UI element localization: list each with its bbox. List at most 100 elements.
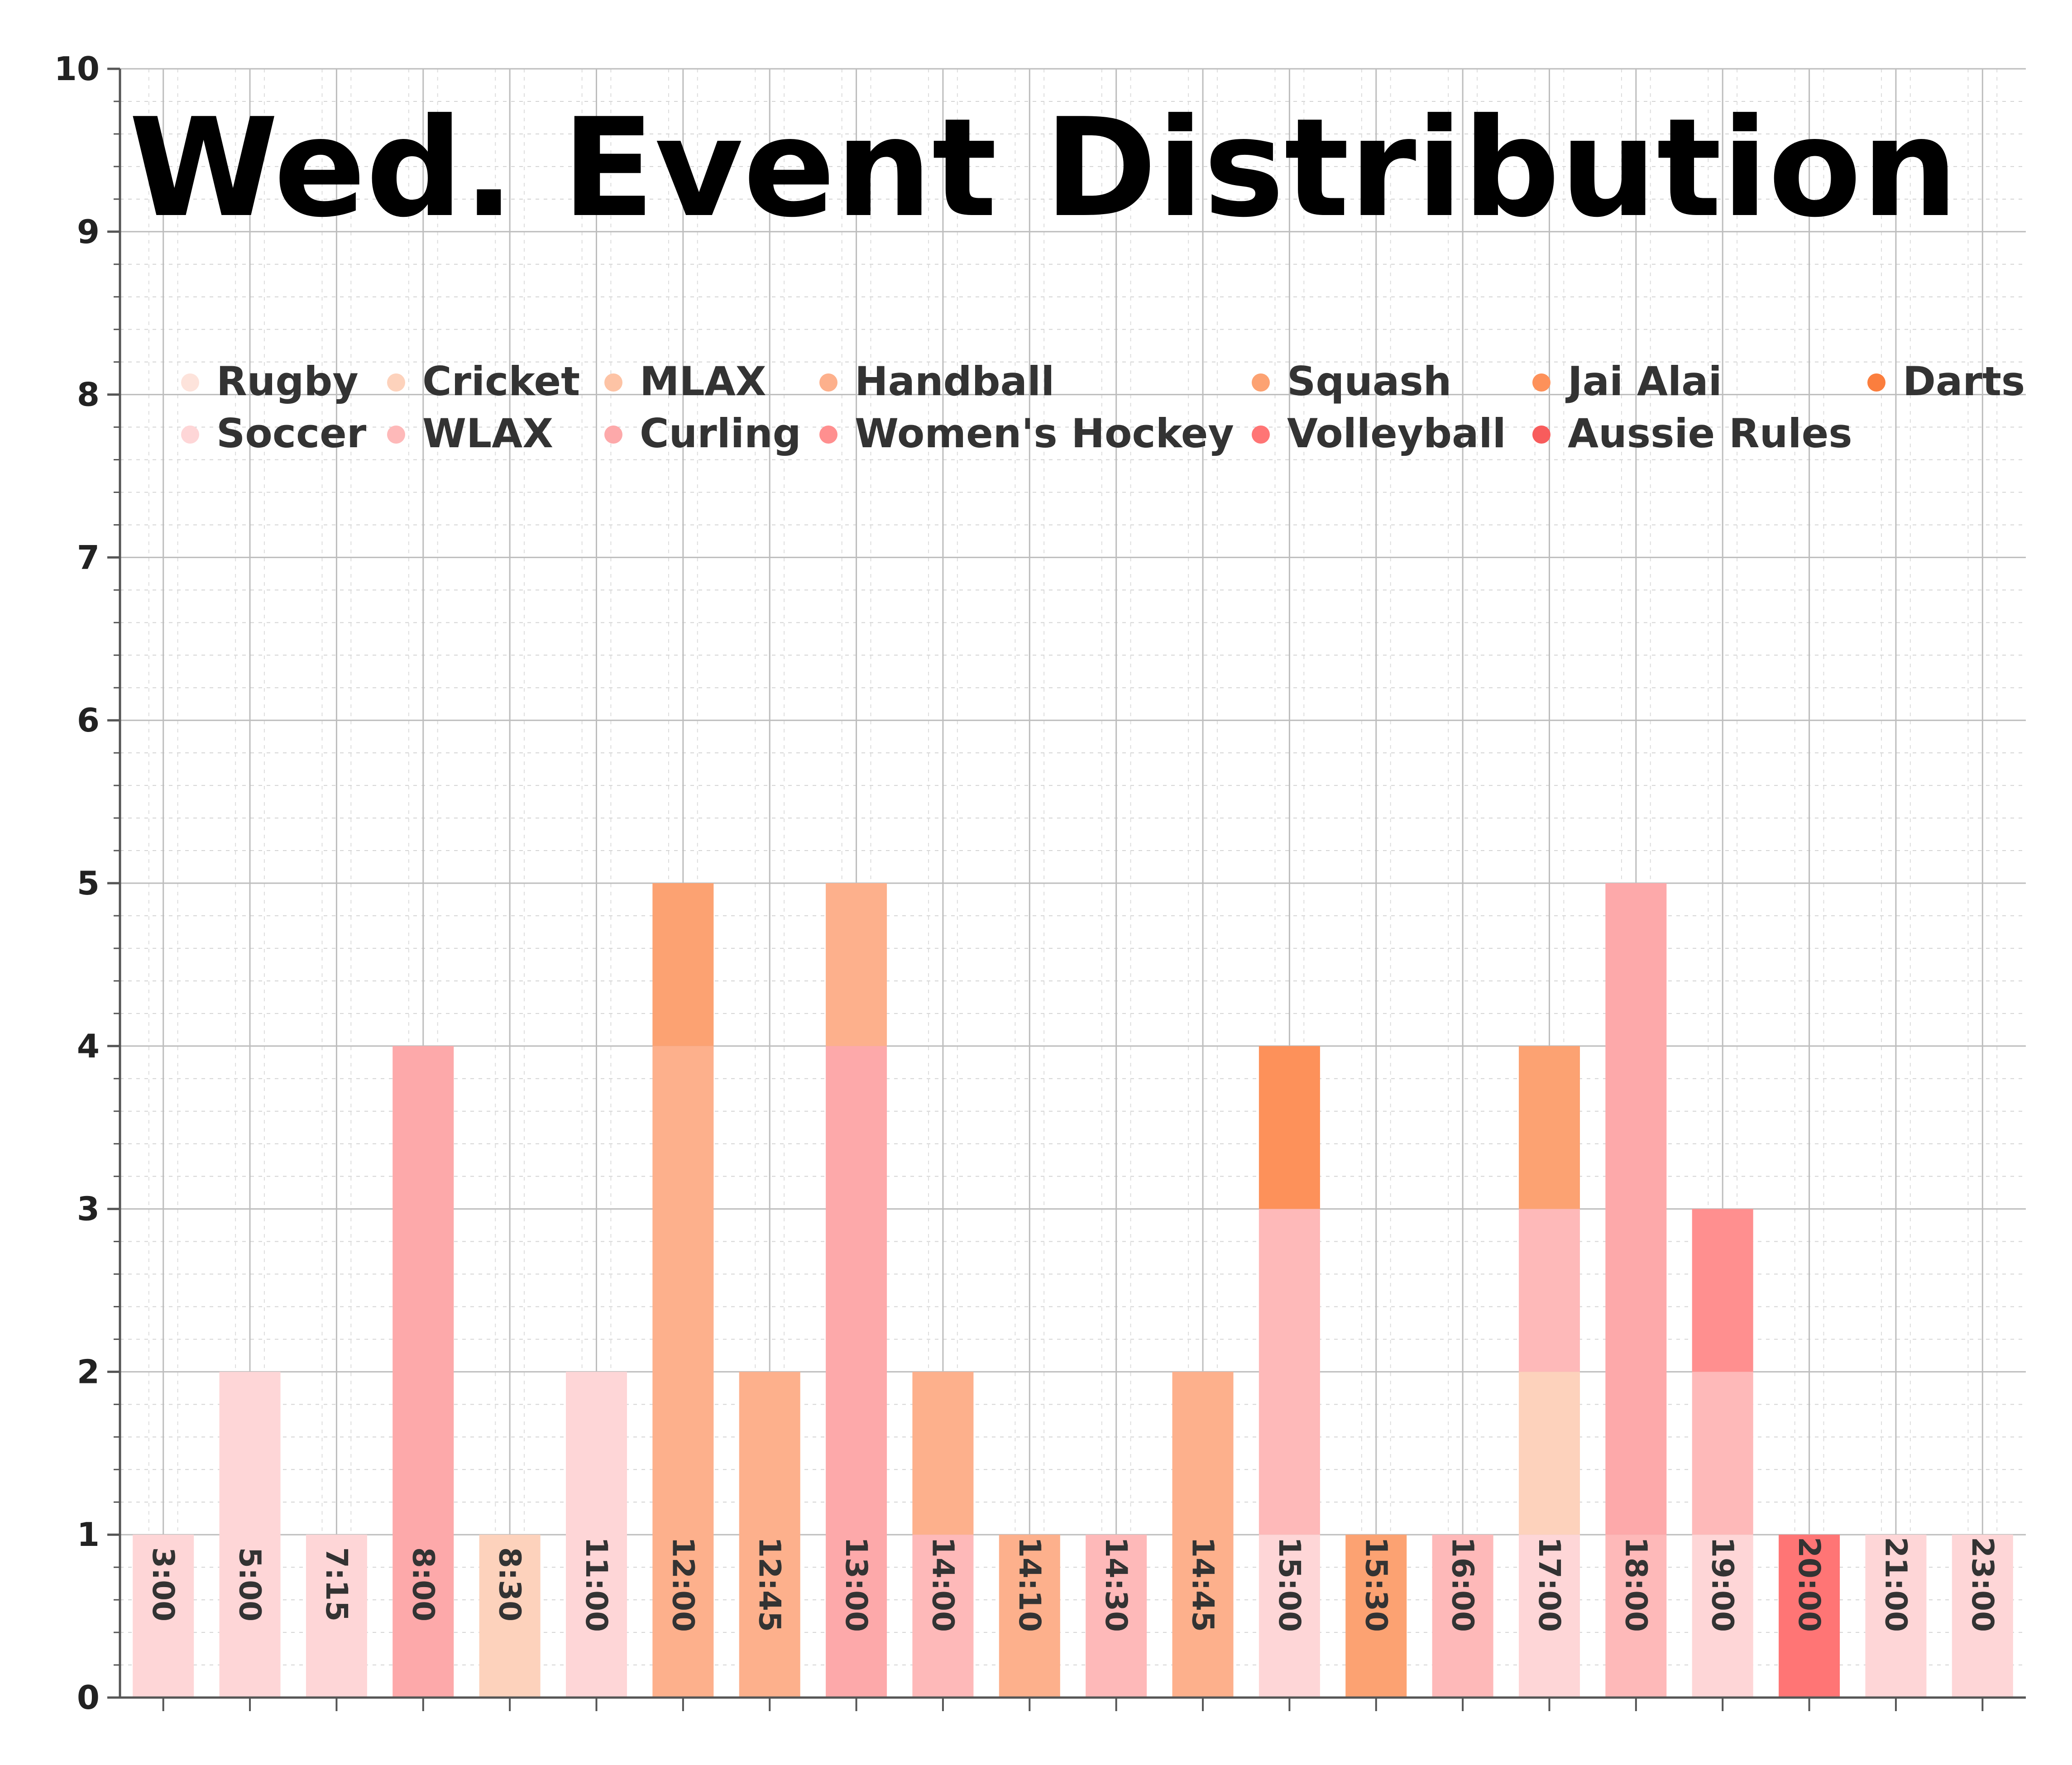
x-tick-label: 12:00 (665, 1537, 700, 1632)
y-tick-label: 6 (77, 701, 100, 739)
bar-13:00-handball (826, 883, 887, 1046)
bar-14:00-handball (912, 1372, 974, 1535)
x-tick-label: 7:15 (319, 1547, 354, 1622)
y-tick-label: 0 (77, 1679, 100, 1717)
bar-17:00-cricket (1519, 1372, 1580, 1535)
x-axis-tick-labels: 3:00 5:00 7:15 8:00 8:30 11:00 12:00 12:45 13:00… (146, 1537, 2000, 1632)
legend-label: Rugby (216, 358, 359, 405)
y-tick-label: 10 (54, 50, 100, 88)
bar-13:00-curling (826, 1046, 887, 1698)
x-tick-label: 19:00 (1705, 1537, 1740, 1632)
bar-19:00-soccer (1692, 1535, 1753, 1698)
bar-23:00-soccer (1952, 1535, 2013, 1698)
x-tick-label: 23:00 (1965, 1537, 2000, 1632)
y-tick-label: 8 (77, 376, 100, 414)
x-tick-label: 18:00 (1618, 1537, 1653, 1632)
bar-17:00-soccer (1519, 1535, 1580, 1698)
x-tick-label: 15:00 (1272, 1537, 1307, 1632)
bar-12:00-squash (652, 883, 714, 1046)
x-tick-label: 5:00 (233, 1547, 268, 1622)
x-tick-label: 20:00 (1792, 1537, 1827, 1632)
bar-15:00-jai-alai (1259, 1046, 1320, 1209)
legend-label: Curling (640, 410, 801, 457)
y-tick-label: 4 (77, 1027, 100, 1065)
legend-label: Volleyball (1287, 410, 1506, 457)
bar-18:00-wlax (1605, 1535, 1667, 1698)
y-tick-label: 1 (77, 1516, 100, 1554)
x-tick-label: 13:00 (839, 1537, 874, 1632)
legend-marker (604, 373, 622, 392)
x-tick-label: 12:45 (752, 1537, 787, 1632)
bar-15:00-wlax (1259, 1209, 1320, 1535)
y-tick-label: 2 (77, 1353, 100, 1391)
legend-marker (387, 373, 405, 392)
bar-11:00-soccer (566, 1372, 627, 1698)
bar-7:15-soccer (306, 1535, 367, 1698)
legend-marker (604, 426, 622, 444)
bar-18:00-curling (1605, 883, 1667, 1535)
bar-8:30-cricket (479, 1535, 541, 1698)
x-tick-label: 15:30 (1359, 1537, 1393, 1632)
bar-12:00-handball (652, 1046, 714, 1698)
legend-label: WLAX (422, 410, 553, 457)
x-tick-label: 16:00 (1445, 1537, 1480, 1632)
bar-5:00-soccer (219, 1372, 281, 1698)
legend-marker (1252, 426, 1270, 444)
legend-marker (819, 373, 837, 392)
bar-20:00-volleyball (1779, 1535, 1840, 1698)
x-tick-label: 11:00 (579, 1537, 614, 1632)
legend-label: Darts (1903, 358, 2025, 405)
legend-label: MLAX (640, 358, 766, 405)
bar-19:00-women-s-hockey (1692, 1209, 1753, 1372)
y-tick-label: 5 (77, 864, 100, 902)
bar-17:00-squash (1519, 1046, 1580, 1209)
legend-label: Aussie Rules (1568, 410, 1852, 457)
bar-14:30-wlax (1086, 1535, 1147, 1698)
y-tick-label: 7 (77, 538, 100, 576)
bar-17:00-wlax (1519, 1209, 1580, 1372)
bar-8:00-curling (392, 1046, 454, 1698)
legend-marker (819, 426, 837, 444)
legend-marker (1252, 373, 1270, 392)
bar-stacks (133, 883, 2013, 1698)
x-tick-label: 21:00 (1878, 1537, 1913, 1632)
x-tick-label: 8:00 (406, 1547, 440, 1622)
legend-marker (387, 426, 405, 444)
bar-21:00-soccer (1865, 1535, 1927, 1698)
axes (107, 67, 2026, 1711)
x-tick-label: 14:10 (1012, 1537, 1047, 1632)
x-tick-label: 8:30 (493, 1547, 527, 1622)
bar-15:00-soccer (1259, 1535, 1320, 1698)
bar-3:00-soccer (133, 1535, 194, 1698)
legend-marker (181, 373, 199, 392)
legend-label: Handball (855, 358, 1054, 405)
bar-16:00-wlax (1432, 1535, 1493, 1698)
bar-12:45-handball (739, 1372, 800, 1698)
y-tick-label: 9 (77, 213, 100, 251)
x-tick-label: 14:45 (1186, 1537, 1220, 1632)
bar-14:45-handball (1172, 1372, 1234, 1698)
legend-label: Soccer (216, 410, 367, 457)
legend-label: Squash (1287, 358, 1451, 405)
x-tick-label: 3:00 (146, 1547, 181, 1622)
chart-title: Wed. Event Distribution (129, 89, 1958, 247)
x-tick-label: 17:00 (1532, 1537, 1567, 1632)
y-tick-label: 3 (77, 1190, 100, 1228)
legend-marker (1532, 373, 1550, 392)
x-tick-label: 14:00 (925, 1537, 960, 1632)
legend-label: Cricket (422, 358, 580, 405)
legend-marker (181, 426, 199, 444)
legend: Rugby Soccer Cricket WLAX MLAX Curling Handbal… (181, 358, 2025, 457)
bar-15:30-squash (1345, 1535, 1407, 1698)
legend-label: Women's Hockey (855, 410, 1234, 457)
legend-marker (1867, 373, 1885, 392)
minor-gridlines (120, 68, 2026, 1698)
bar-14:00-wlax (912, 1535, 974, 1698)
x-tick-label: 14:30 (1099, 1537, 1134, 1632)
y-axis-tick-labels: 0 1 2 3 4 5 6 7 8 9 10 (54, 50, 100, 1717)
legend-label: Jai Alai (1565, 358, 1722, 405)
bar-19:00-wlax (1692, 1372, 1753, 1535)
legend-marker (1532, 426, 1550, 444)
bar-14:10-handball (999, 1535, 1060, 1698)
